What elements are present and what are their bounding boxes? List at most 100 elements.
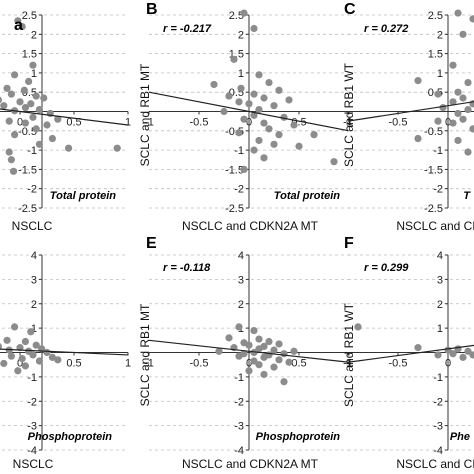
y-tick-label: -0.5 (18, 126, 37, 138)
data-point (250, 146, 258, 154)
data-point (245, 341, 253, 349)
y-tick-label: 4 (238, 250, 244, 262)
y-tick-label: 3 (437, 274, 443, 286)
data-point (454, 88, 462, 96)
y-tick-label: -2 (27, 184, 37, 196)
data-point (113, 144, 121, 152)
data-point (265, 78, 273, 87)
x-tick-label: 0 (246, 358, 252, 370)
y-axis-label: SCLC and RB1 WT (342, 302, 356, 407)
data-point (240, 115, 248, 123)
data-point (434, 117, 442, 125)
data-point (245, 100, 253, 108)
data-point (25, 77, 33, 85)
data-point (454, 9, 462, 17)
data-point (265, 337, 273, 346)
data-point (280, 378, 288, 386)
data-point (43, 348, 51, 357)
data-point (35, 357, 44, 365)
data-type-label: Total protein (274, 190, 340, 202)
y-tick-label: -2 (234, 184, 244, 196)
data-point (459, 30, 467, 38)
data-point (464, 105, 472, 114)
data-point (0, 359, 8, 368)
data-point (285, 96, 293, 104)
y-tick-label: 1.5 (22, 49, 37, 61)
data-point (449, 119, 457, 127)
data-point (255, 335, 263, 343)
y-tick-label: -2.5 (225, 203, 244, 215)
data-point (295, 142, 303, 150)
data-point (354, 323, 362, 331)
data-point (285, 358, 293, 366)
y-tick-label: -1.5 (225, 164, 244, 176)
data-point (16, 98, 24, 106)
data-point (11, 323, 19, 331)
y-tick-label: 4 (31, 250, 37, 262)
y-tick-label: 1 (238, 68, 244, 80)
correlation-label: r = 0.299 (364, 262, 409, 274)
correlation-label: r = 0.272 (364, 23, 408, 35)
data-point (40, 94, 48, 102)
data-point (0, 343, 2, 350)
data-point (7, 156, 15, 164)
x-axis-label: NSCLC and CDKN (396, 457, 474, 471)
data-point (270, 346, 278, 354)
y-tick-label: 2 (437, 29, 443, 41)
x-tick-label: -1 (343, 358, 353, 370)
y-axis-label: SCLC and RB1 MT (138, 303, 152, 406)
data-point (469, 15, 474, 23)
data-point (255, 345, 263, 353)
x-tick-label: -0.5 (389, 358, 408, 370)
data-point (48, 353, 57, 361)
y-tick-label: -1 (234, 372, 244, 384)
x-tick-label: 0.5 (291, 358, 306, 370)
data-point (434, 90, 442, 98)
y-tick-label: -2 (27, 396, 37, 408)
data-point (225, 334, 233, 342)
data-point (29, 113, 37, 121)
x-tick-label: 0 (445, 358, 451, 370)
x-axis-label: NSCLC (12, 219, 53, 233)
data-point (54, 356, 62, 364)
x-tick-label: -0.5 (190, 117, 209, 129)
panel-b: 2.521.510.5-0.5-1-1.5-2-2.5-1 -0.5 0 0.5 1Br… (138, 1, 352, 233)
x-tick-label: 0.5 (66, 117, 81, 129)
data-point (260, 353, 268, 361)
data-type-label: Phe (450, 431, 470, 443)
data-point (255, 361, 263, 369)
y-tick-label: 1 (31, 68, 37, 80)
panel-label: E (146, 235, 157, 252)
data-point (35, 140, 44, 148)
data-point (250, 326, 258, 335)
data-point (240, 9, 248, 17)
data-point (0, 102, 8, 110)
data-point (250, 111, 258, 119)
y-tick-label: -2.5 (424, 203, 443, 215)
data-point (32, 125, 40, 133)
y-tick-label: 1.5 (428, 49, 443, 61)
x-tick-label: -1 (144, 117, 154, 129)
x-axis-label: NSCLC and CDKN (396, 219, 474, 233)
data-point (21, 337, 29, 346)
x-axis-label: NSCLC and CDKN2A MT (182, 219, 319, 233)
y-tick-label: 3 (31, 274, 37, 286)
data-point (32, 341, 40, 349)
y-axis-label: SCLC and RB1 WT (342, 62, 356, 167)
y-tick-label: 2.5 (428, 10, 443, 22)
data-point (454, 109, 462, 118)
y-tick-label: 2.5 (22, 10, 37, 22)
data-point (469, 125, 474, 133)
data-point (454, 136, 462, 145)
data-point (235, 129, 243, 137)
data-point (255, 71, 263, 79)
y-tick-label: -2 (234, 396, 244, 408)
y-tick-label: -1 (27, 145, 37, 157)
y-tick-label: 2 (31, 299, 37, 311)
data-point (260, 119, 268, 127)
data-type-label: Phosphoprotein (256, 431, 341, 443)
x-tick-label: 1 (346, 117, 352, 129)
